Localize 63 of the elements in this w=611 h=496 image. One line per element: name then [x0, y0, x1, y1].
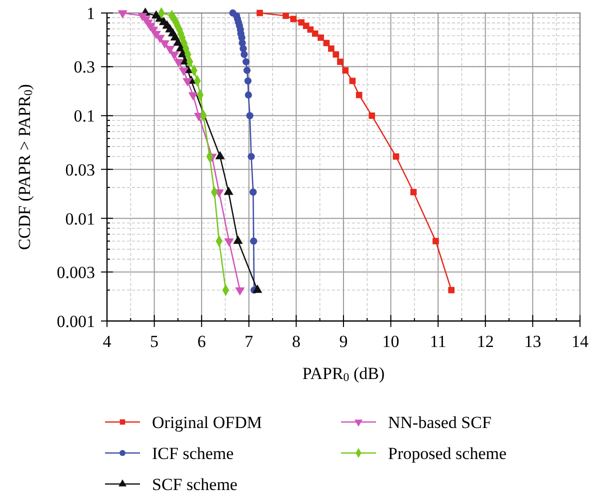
point: [256, 10, 263, 16]
point: [392, 153, 400, 160]
x-tick-label: 4: [102, 332, 112, 351]
y-tick-label: 0.01: [65, 209, 95, 228]
point: [318, 34, 324, 41]
point: [248, 152, 255, 160]
point: [290, 16, 297, 22]
x-tick-label: 6: [197, 332, 206, 351]
point: [307, 26, 314, 33]
point: [240, 50, 248, 58]
y-tick-label: 0.03: [65, 160, 95, 180]
point: [182, 78, 192, 86]
point: [328, 45, 334, 52]
point: [224, 238, 234, 247]
legend-label: Original OFDM: [152, 413, 262, 432]
point: [160, 40, 170, 49]
point: [432, 238, 439, 244]
legend-label: ICF scheme: [152, 444, 234, 463]
x-tick-label: 12: [476, 332, 494, 351]
point: [244, 77, 252, 84]
point: [243, 66, 251, 74]
x-tick-label: 11: [430, 332, 446, 351]
x-axis-title: PAPR$_{0}$ (dB): [302, 364, 385, 384]
y-tick-label: 0.3: [74, 58, 95, 77]
point: [235, 287, 245, 296]
x-tick-label: 5: [150, 332, 159, 351]
legend-label: SCF scheme: [152, 475, 238, 494]
point: [356, 92, 362, 98]
point: [349, 78, 356, 84]
x-tick-label: 9: [339, 332, 348, 351]
point: [246, 112, 254, 120]
point: [448, 286, 455, 294]
point: [282, 12, 289, 19]
point: [342, 67, 349, 74]
legend-label: Proposed scheme: [388, 444, 507, 463]
point: [410, 188, 417, 196]
point: [312, 30, 318, 37]
x-tick-label: 14: [572, 332, 589, 351]
point: [332, 51, 340, 58]
point: [242, 58, 250, 66]
point: [165, 46, 175, 54]
point: [250, 188, 257, 196]
point: [169, 52, 179, 60]
x-tick-label: 13: [524, 332, 542, 351]
point: [240, 45, 247, 52]
point: [244, 91, 252, 99]
point: [233, 236, 243, 244]
point: [178, 68, 188, 76]
x-tick-label: 7: [244, 332, 254, 351]
point: [337, 58, 344, 65]
legend-label: NN-based SCF: [388, 413, 492, 432]
point: [252, 284, 262, 293]
y-tick-label: 0.003: [56, 263, 95, 282]
y-tick-label: 0.1: [74, 106, 95, 126]
point: [368, 112, 376, 119]
y-tick-label: 0.001: [56, 312, 95, 331]
x-tick-label: 10: [382, 332, 400, 351]
point: [118, 10, 128, 19]
point: [188, 92, 198, 101]
x-tick-label: 8: [292, 332, 300, 351]
point: [174, 58, 184, 68]
point: [250, 238, 258, 245]
y-tick-label: 1: [86, 4, 95, 23]
